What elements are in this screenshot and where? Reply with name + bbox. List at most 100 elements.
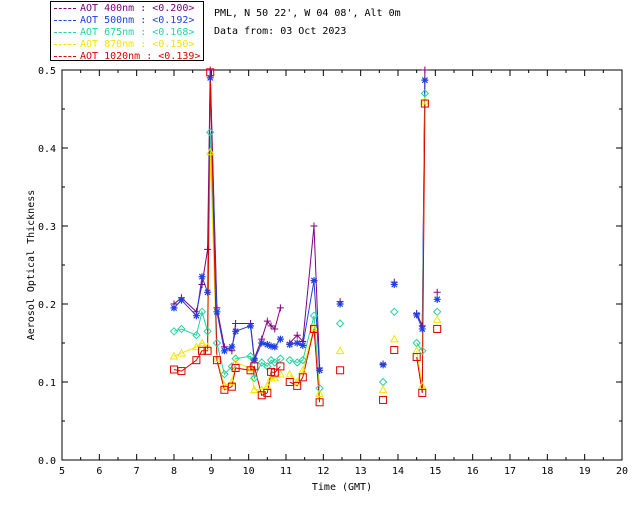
data-point (205, 147, 215, 156)
data-point (206, 68, 215, 77)
data-point (247, 322, 255, 330)
data-point (432, 307, 442, 317)
data-point (316, 366, 324, 374)
data-point (421, 66, 429, 74)
data-point (262, 381, 272, 390)
legend-label: AOT 1020nm : <0.139> (80, 51, 201, 62)
data-point (192, 342, 201, 351)
data-point (204, 245, 212, 253)
data-point (433, 295, 441, 303)
data-point (413, 311, 421, 319)
data-point (412, 338, 421, 348)
data-point (192, 330, 201, 340)
data-point (421, 76, 429, 84)
x-tick-label: 9 (208, 466, 214, 477)
data-point (203, 342, 212, 351)
legend-swatch (54, 43, 76, 45)
data-point (250, 362, 259, 371)
data-point (292, 358, 302, 367)
x-tick-label: 8 (171, 466, 177, 477)
data-point (270, 368, 279, 377)
series-line (173, 77, 281, 363)
data-point (177, 367, 186, 376)
data-point (169, 351, 179, 360)
data-point (310, 222, 318, 230)
x-tick-label: 19 (579, 466, 591, 477)
data-point (315, 384, 324, 393)
data-point (293, 339, 301, 347)
x-tick-label: 14 (392, 466, 404, 477)
data-point (220, 369, 229, 379)
data-point (270, 373, 280, 382)
y-tick-label: 0.5 (38, 66, 56, 77)
data-point (197, 307, 207, 317)
data-point (227, 382, 236, 391)
x-tick-label: 15 (429, 466, 441, 477)
legend-swatch (54, 55, 76, 57)
data-point (335, 346, 345, 355)
legend-label: AOT 500nm : <0.192> (80, 15, 195, 26)
data-point (212, 338, 222, 348)
data-point (232, 320, 240, 327)
data-point (257, 358, 266, 367)
data-point (250, 373, 259, 383)
x-tick-label: 18 (541, 466, 553, 477)
data-point (263, 388, 272, 397)
date-label: Data from: 03 Oct 2023 (214, 26, 347, 37)
y-tick-label: 0.2 (38, 300, 56, 311)
data-point (335, 319, 345, 328)
data-point (231, 363, 240, 372)
data-point (315, 389, 324, 397)
data-point (257, 391, 266, 400)
series-line (416, 103, 426, 393)
data-point (177, 324, 186, 334)
data-point (271, 325, 279, 333)
data-point (266, 355, 276, 365)
series-line (173, 69, 281, 359)
data-point (206, 74, 214, 82)
series-line (289, 328, 321, 403)
legend-item-1020nm: AOT 1020nm : <0.139> (54, 51, 200, 63)
data-point (169, 327, 179, 336)
data-point (379, 361, 387, 369)
x-tick-label: 12 (317, 466, 329, 477)
series-line (173, 151, 281, 391)
data-point (418, 325, 426, 333)
data-point (276, 354, 285, 363)
data-point (192, 312, 200, 320)
y-tick-label: 0.3 (38, 222, 56, 233)
data-point (197, 338, 207, 347)
series-line (173, 132, 281, 380)
data-point (298, 355, 308, 365)
data-point (263, 317, 271, 325)
y-axis-label: Aerosol Optical Thickness (26, 190, 37, 341)
data-point (420, 96, 430, 105)
legend-label: AOT 870nm : <0.150> (80, 39, 195, 50)
data-point (378, 385, 388, 394)
data-point (204, 288, 212, 296)
data-point (228, 343, 236, 351)
data-point (286, 341, 294, 349)
data-point (390, 346, 399, 355)
data-point (231, 354, 240, 363)
x-tick-label: 7 (134, 466, 140, 477)
data-point (310, 277, 318, 285)
plot-frame (61, 69, 623, 461)
data-point (246, 363, 255, 372)
data-point (276, 335, 284, 343)
data-point (212, 356, 221, 365)
data-point (378, 377, 388, 387)
legend-item-400nm: AOT 400nm : <0.200> (54, 3, 194, 15)
data-point (249, 385, 259, 394)
data-point (203, 327, 212, 336)
data-point (227, 377, 237, 386)
y-tick-label: 0.4 (38, 144, 56, 155)
data-point (276, 304, 284, 312)
data-point (390, 307, 399, 317)
data-point (212, 354, 222, 362)
data-point (310, 324, 318, 333)
data-point (418, 346, 427, 356)
data-point (432, 315, 442, 323)
data-point (293, 331, 301, 339)
